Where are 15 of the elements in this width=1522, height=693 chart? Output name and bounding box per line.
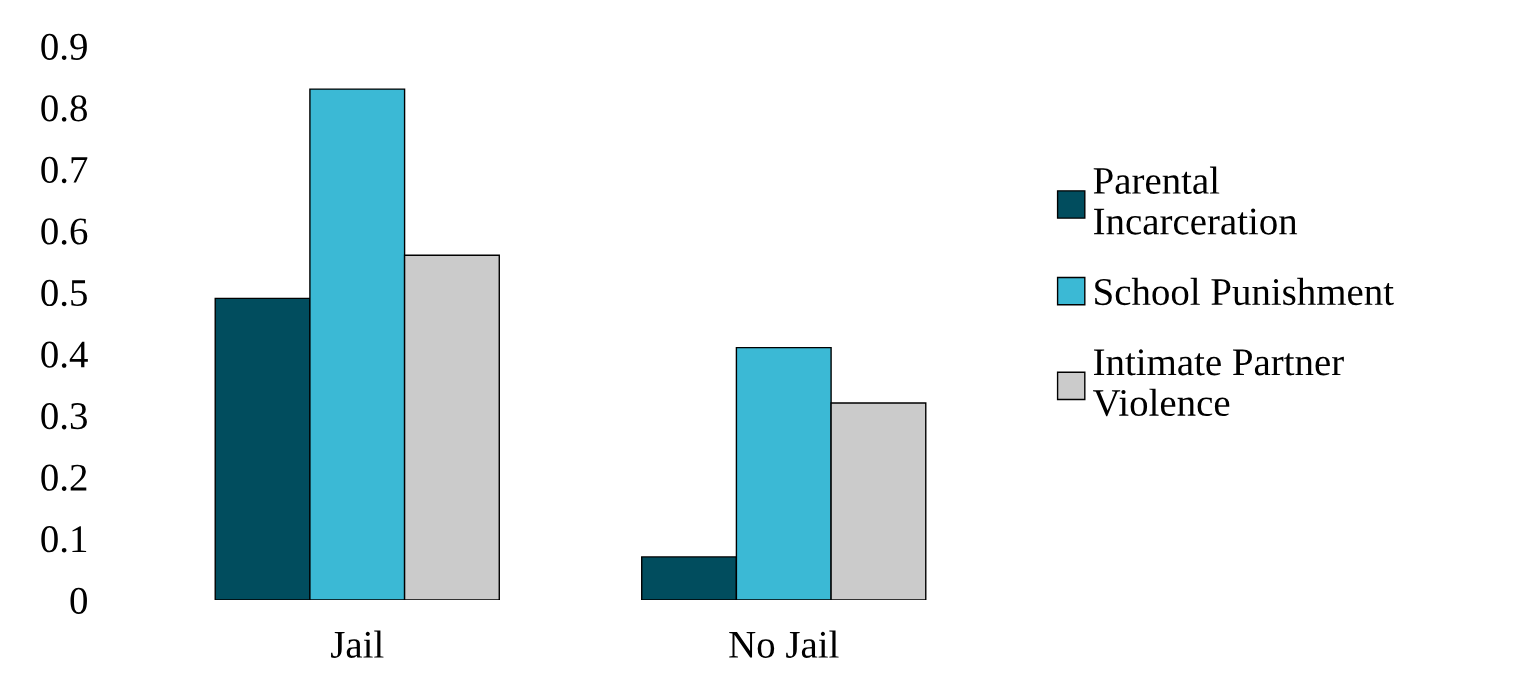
y-tick-label: 0 <box>70 587 87 614</box>
y-tick-label: 0.7 <box>41 156 88 184</box>
y-tick-label: 0.3 <box>41 402 87 430</box>
y-tick-label: 0.9 <box>41 33 87 61</box>
x-tick-label: No Jail <box>729 630 839 658</box>
y-tick-label: 0.8 <box>41 95 87 122</box>
y-tick-label: 0.1 <box>41 526 87 553</box>
y-tick-label: 0.6 <box>41 218 88 245</box>
legend-label: Parental Incarceration <box>1093 166 1298 235</box>
y-tick-label: 0.4 <box>41 341 88 368</box>
legend-label: School Punishment <box>1095 277 1394 306</box>
y-tick-label: 0.5 <box>41 279 87 307</box>
x-tick-label: Jail <box>331 630 384 658</box>
legend-label: Intimate Partner Violence <box>1093 349 1344 417</box>
y-tick-label: 0.2 <box>41 464 87 491</box>
